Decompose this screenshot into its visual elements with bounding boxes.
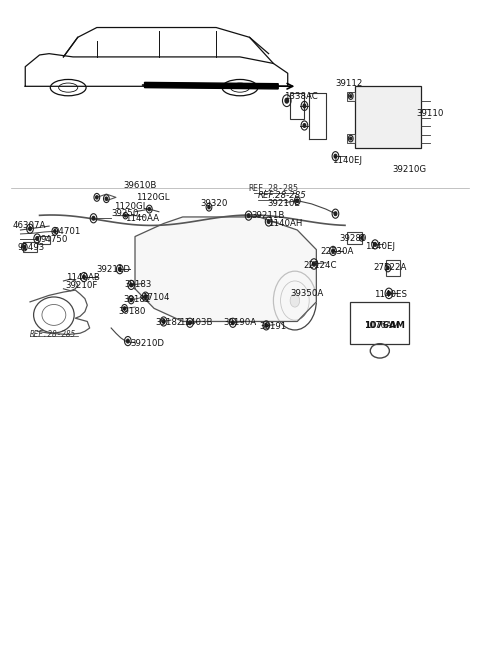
Text: 27522A: 27522A [373, 263, 407, 272]
Text: 39610B: 39610B [123, 181, 156, 190]
Text: 39110: 39110 [417, 110, 444, 118]
Text: 39210F: 39210F [65, 281, 98, 290]
Text: 1140EJ: 1140EJ [332, 155, 362, 165]
Text: 11403B: 11403B [180, 318, 213, 327]
Circle shape [92, 216, 95, 220]
Circle shape [148, 207, 150, 211]
Text: 39182: 39182 [155, 318, 182, 327]
Circle shape [105, 197, 108, 200]
Circle shape [350, 137, 352, 140]
Circle shape [127, 339, 129, 343]
Circle shape [334, 212, 337, 216]
Text: 91493: 91493 [17, 243, 44, 252]
Circle shape [332, 249, 335, 253]
Text: 39181: 39181 [123, 295, 151, 304]
Circle shape [36, 237, 38, 240]
Text: 22124C: 22124C [303, 261, 336, 270]
Circle shape [334, 154, 337, 158]
Bar [355, 87, 421, 148]
Circle shape [285, 98, 288, 103]
Circle shape [119, 268, 121, 271]
Text: 94701: 94701 [54, 227, 81, 236]
Text: 39280: 39280 [339, 234, 367, 243]
Circle shape [144, 295, 147, 298]
Bar [23, 242, 37, 252]
Text: 39180: 39180 [118, 307, 146, 316]
Text: REF.28-285: REF.28-285 [258, 191, 307, 200]
Circle shape [83, 276, 85, 279]
Text: 94750: 94750 [41, 235, 68, 243]
Text: 1140AA: 1140AA [125, 215, 159, 224]
Polygon shape [144, 83, 278, 89]
Bar [347, 134, 355, 143]
Text: 1140EJ: 1140EJ [365, 242, 395, 251]
Text: 39183: 39183 [124, 280, 152, 289]
Circle shape [123, 307, 126, 310]
Ellipse shape [290, 294, 300, 307]
Circle shape [374, 243, 376, 246]
Text: 17104: 17104 [142, 293, 169, 302]
Circle shape [361, 237, 363, 239]
Circle shape [296, 199, 299, 202]
Circle shape [54, 230, 56, 233]
Text: 1120GL: 1120GL [115, 202, 148, 211]
Text: 39211D: 39211D [97, 265, 131, 274]
Text: 1140ES: 1140ES [373, 290, 407, 299]
Circle shape [303, 124, 306, 127]
Bar [38, 236, 50, 244]
Circle shape [247, 214, 250, 218]
Text: 39112: 39112 [336, 79, 363, 87]
Text: 39211B: 39211B [251, 211, 284, 220]
Circle shape [303, 104, 306, 108]
Text: 39210D: 39210D [130, 339, 164, 348]
Text: 1076AM: 1076AM [364, 321, 399, 330]
Bar [290, 93, 304, 119]
Circle shape [312, 262, 315, 266]
Circle shape [208, 205, 210, 209]
Circle shape [23, 245, 25, 249]
Circle shape [96, 195, 98, 199]
Text: 46307A: 46307A [12, 221, 46, 230]
Text: 1120GL: 1120GL [136, 193, 169, 202]
Text: 1076AM: 1076AM [364, 321, 405, 330]
Text: 22330A: 22330A [320, 247, 354, 256]
Text: REF.28-285: REF.28-285 [30, 330, 76, 339]
Text: 39191: 39191 [259, 321, 287, 331]
Bar [350, 302, 409, 344]
Text: 39320: 39320 [200, 199, 228, 209]
Circle shape [29, 227, 31, 230]
Text: 39210G: 39210G [393, 165, 427, 174]
Circle shape [387, 291, 390, 295]
Circle shape [130, 283, 132, 287]
Text: 1140AH: 1140AH [268, 219, 302, 228]
Circle shape [162, 319, 165, 323]
Circle shape [231, 321, 234, 325]
Circle shape [130, 298, 132, 302]
Bar [385, 260, 400, 276]
Text: 1338AC: 1338AC [284, 92, 318, 101]
Bar [347, 92, 355, 100]
Text: 39250: 39250 [112, 209, 139, 218]
Circle shape [265, 323, 267, 327]
Circle shape [387, 266, 389, 270]
Bar [348, 232, 362, 244]
Text: 39190A: 39190A [224, 318, 257, 327]
Text: REF.28-285: REF.28-285 [249, 184, 299, 194]
Circle shape [189, 321, 191, 325]
Text: 39210E: 39210E [268, 199, 300, 209]
Circle shape [124, 215, 126, 217]
Circle shape [267, 220, 270, 223]
Polygon shape [135, 217, 316, 321]
Text: 1140AB: 1140AB [66, 272, 100, 281]
Text: 39350A: 39350A [290, 289, 324, 298]
Circle shape [350, 95, 352, 97]
